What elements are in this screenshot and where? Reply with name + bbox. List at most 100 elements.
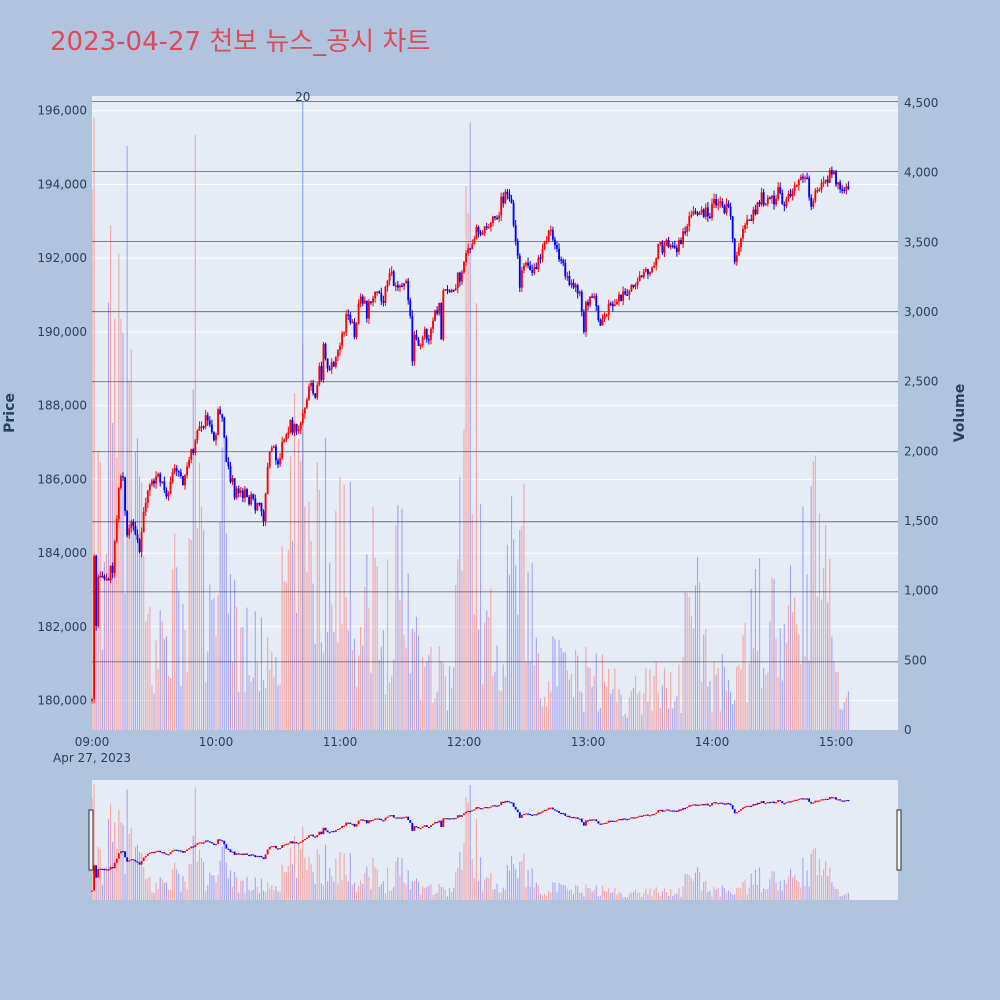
candle-body[interactable]: [142, 511, 145, 533]
candle-body[interactable]: [756, 202, 759, 215]
candle-body[interactable]: [483, 226, 486, 234]
candle-body[interactable]: [227, 461, 230, 467]
candle-body[interactable]: [425, 329, 428, 340]
candle-body[interactable]: [448, 290, 451, 293]
volume-bar[interactable]: [781, 680, 783, 730]
candle-body[interactable]: [595, 295, 598, 307]
candle-body[interactable]: [215, 434, 217, 441]
candle-body[interactable]: [353, 321, 356, 338]
candle-body[interactable]: [479, 231, 482, 235]
volume-bar[interactable]: [769, 621, 771, 730]
volume-bar[interactable]: [225, 533, 227, 730]
candle-body[interactable]: [649, 272, 651, 275]
candle-body[interactable]: [345, 314, 348, 333]
candle-body[interactable]: [667, 239, 670, 248]
volume-bar[interactable]: [707, 686, 709, 730]
volume-bar[interactable]: [110, 225, 112, 731]
candle-body[interactable]: [268, 451, 271, 467]
candle-body[interactable]: [690, 214, 693, 217]
volume-bar[interactable]: [149, 606, 151, 730]
volume-bar[interactable]: [262, 680, 265, 730]
volume-bar[interactable]: [676, 696, 678, 730]
candle-body[interactable]: [822, 181, 825, 184]
candle-body[interactable]: [551, 229, 554, 240]
candle-body[interactable]: [396, 285, 399, 288]
candle-body[interactable]: [566, 275, 569, 278]
candle-body[interactable]: [237, 488, 240, 493]
candle-body[interactable]: [659, 242, 662, 245]
candle-body[interactable]: [95, 555, 98, 626]
volume-bar[interactable]: [248, 675, 250, 730]
volume-bar[interactable]: [632, 687, 635, 730]
candle-body[interactable]: [471, 243, 474, 250]
candle-body[interactable]: [748, 219, 751, 222]
candle-body[interactable]: [680, 240, 682, 245]
volume-bar[interactable]: [99, 462, 101, 730]
candle-body[interactable]: [206, 415, 209, 421]
candle-body[interactable]: [752, 209, 755, 221]
volume-bar[interactable]: [105, 553, 108, 730]
candle-body[interactable]: [560, 259, 563, 261]
volume-bar[interactable]: [120, 318, 122, 730]
volume-bar[interactable]: [463, 429, 465, 730]
volume-bar[interactable]: [825, 525, 827, 730]
candle-body[interactable]: [785, 199, 788, 206]
candle-body[interactable]: [841, 189, 844, 191]
candle-body[interactable]: [682, 231, 684, 245]
volume-bar[interactable]: [736, 666, 738, 730]
volume-bar[interactable]: [238, 691, 240, 730]
candle-body[interactable]: [793, 185, 796, 191]
candle-body[interactable]: [438, 302, 441, 314]
volume-bar[interactable]: [742, 635, 744, 730]
candle-body[interactable]: [370, 301, 372, 303]
candle-body[interactable]: [293, 424, 296, 433]
candle-body[interactable]: [165, 489, 168, 497]
volume-bar[interactable]: [141, 482, 143, 730]
candle-body[interactable]: [713, 199, 715, 204]
candle-body[interactable]: [144, 502, 147, 512]
volume-bar[interactable]: [434, 698, 436, 730]
candle-body[interactable]: [378, 291, 381, 294]
candle-body[interactable]: [343, 332, 346, 334]
candle-body[interactable]: [729, 206, 732, 217]
volume-bar[interactable]: [151, 685, 153, 730]
volume-bar[interactable]: [351, 650, 353, 730]
volume-bar[interactable]: [802, 506, 804, 730]
candle-body[interactable]: [413, 334, 416, 362]
volume-bar[interactable]: [773, 579, 775, 730]
candle-body[interactable]: [576, 285, 579, 294]
candle-body[interactable]: [450, 289, 453, 293]
candle-body[interactable]: [516, 240, 519, 256]
volume-bar[interactable]: [453, 667, 455, 730]
volume-bar[interactable]: [562, 652, 564, 730]
candle-body[interactable]: [465, 253, 467, 263]
candle-body[interactable]: [217, 409, 219, 435]
volume-bar[interactable]: [339, 476, 341, 730]
volume-bar[interactable]: [738, 664, 740, 730]
volume-bar[interactable]: [699, 582, 701, 730]
volume-bar[interactable]: [678, 664, 680, 730]
candle-body[interactable]: [394, 285, 397, 287]
volume-bar[interactable]: [554, 639, 556, 730]
volume-bar[interactable]: [641, 714, 643, 730]
volume-bar[interactable]: [630, 691, 632, 730]
volume-bar[interactable]: [399, 599, 401, 730]
volume-bar[interactable]: [190, 539, 192, 730]
volume-bar[interactable]: [591, 686, 593, 730]
candle-body[interactable]: [463, 262, 465, 273]
candle-body[interactable]: [173, 468, 176, 473]
volume-bar[interactable]: [306, 572, 308, 730]
candle-body[interactable]: [219, 409, 222, 415]
candle-body[interactable]: [310, 382, 312, 387]
volume-bar[interactable]: [758, 558, 761, 730]
volume-bar[interactable]: [337, 642, 339, 730]
volume-bar[interactable]: [612, 689, 614, 730]
volume-bar[interactable]: [792, 612, 794, 730]
volume-bar[interactable]: [597, 711, 599, 730]
candle-body[interactable]: [192, 449, 195, 453]
range-slider-right-handle[interactable]: [896, 809, 902, 871]
candle-body[interactable]: [585, 302, 587, 332]
volume-bar[interactable]: [221, 447, 223, 730]
candle-body[interactable]: [609, 303, 612, 306]
candle-body[interactable]: [669, 245, 672, 248]
